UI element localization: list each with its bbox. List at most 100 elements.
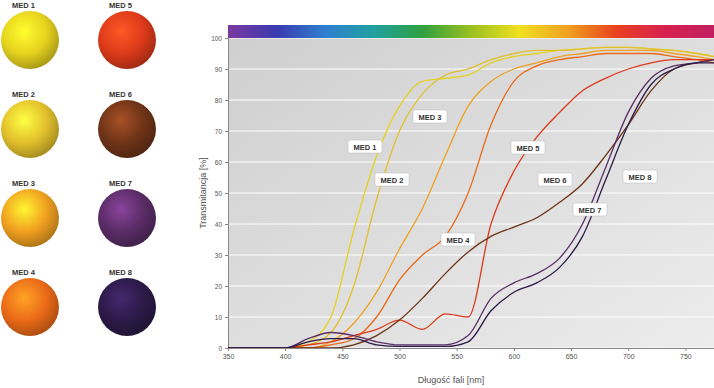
y-tick: 20 <box>215 283 228 290</box>
lines <box>228 47 714 348</box>
x-axis-line <box>229 349 714 352</box>
y-tick-label: 20 <box>215 283 223 290</box>
series-line <box>228 60 714 348</box>
x-tick: 700 <box>623 348 635 360</box>
y-tick-mark <box>225 69 228 70</box>
curve-label: MED 7 <box>573 203 607 216</box>
swatch-circle <box>1 11 59 69</box>
swatch: MED 5 <box>98 1 156 69</box>
swatch: MED 6 <box>98 90 156 158</box>
x-tick-mark <box>514 348 515 351</box>
curve-label: MED 3 <box>413 110 447 123</box>
swatch-label: MED 5 <box>109 1 132 10</box>
x-tick-label: 500 <box>394 353 406 360</box>
x-tick-label: 350 <box>223 353 235 360</box>
curve-label-text: MED 7 <box>579 206 602 215</box>
swatch-circle <box>1 100 59 158</box>
curve-label: MED 4 <box>441 233 475 246</box>
x-tick-label: 650 <box>566 353 578 360</box>
x-axis: 350 400 450 500 550 600 650 700 750 <box>223 348 714 360</box>
x-tick: 600 <box>509 348 521 360</box>
y-tick: 30 <box>215 252 228 259</box>
y-tick: 10 <box>215 314 228 321</box>
grid-line <box>228 193 714 194</box>
x-tick-label: 750 <box>680 353 692 360</box>
swatch: MED 7 <box>98 179 156 247</box>
x-tick: 350 <box>223 348 235 360</box>
swatch: MED 4 <box>1 268 59 336</box>
series-line <box>228 47 714 348</box>
x-tick: 500 <box>394 348 406 360</box>
y-tick: 60 <box>215 159 228 166</box>
y-tick-label: 60 <box>215 159 223 166</box>
curve-label-text: MED 2 <box>381 176 404 185</box>
swatch-circle <box>98 278 156 336</box>
y-tick-mark <box>225 286 228 287</box>
grid-line <box>228 69 714 70</box>
series-line <box>228 60 714 348</box>
x-tick: 750 <box>680 348 692 360</box>
x-tick-mark <box>342 348 343 351</box>
x-tick-label: 400 <box>280 353 292 360</box>
y-tick-mark <box>225 193 228 194</box>
curve-label-box <box>413 110 447 123</box>
swatch-circle <box>1 189 59 247</box>
y-tick: 90 <box>215 66 228 73</box>
curve-label-text: MED 6 <box>544 176 567 185</box>
y-tick-label: 90 <box>215 66 223 73</box>
x-tick-mark <box>400 348 401 351</box>
swatch-label: MED 3 <box>12 179 35 188</box>
curve-label-box <box>441 233 475 246</box>
x-tick-label: 450 <box>337 353 349 360</box>
series-line <box>228 54 714 349</box>
grid-line <box>228 162 714 163</box>
x-tick: 550 <box>451 348 463 360</box>
swatch-label: MED 1 <box>12 1 35 10</box>
plot-background <box>228 38 714 348</box>
curve-label-text: MED 8 <box>629 173 652 182</box>
x-tick-label: 700 <box>623 353 635 360</box>
swatch-circle <box>1 278 59 336</box>
grid-line <box>228 224 714 225</box>
x-tick-mark <box>628 348 629 351</box>
y-axis: 0102030405060708090100 <box>211 35 228 352</box>
y-axis-title: Transmitancja [%] <box>198 157 208 229</box>
y-tick-mark <box>225 131 228 132</box>
swatch-label: MED 8 <box>109 268 132 277</box>
curve-label-text: MED 5 <box>517 144 540 153</box>
x-tick-mark <box>685 348 686 351</box>
y-tick: 80 <box>215 97 228 104</box>
y-tick-mark <box>225 255 228 256</box>
curve-label: MED 1 <box>348 140 382 153</box>
curve-label: MED 6 <box>538 173 572 186</box>
swatch: MED 3 <box>1 179 59 247</box>
x-tick-mark <box>571 348 572 351</box>
y-tick-label: 10 <box>215 314 223 321</box>
swatch-label: MED 4 <box>12 268 36 277</box>
series-line <box>228 63 714 348</box>
series-line <box>228 50 714 348</box>
curve-label: MED 8 <box>623 170 657 183</box>
grid-line <box>228 286 714 287</box>
y-tick-label: 100 <box>211 35 222 42</box>
grid-line <box>228 255 714 256</box>
y-tick-label: 70 <box>215 128 223 135</box>
curve-label: MED 5 <box>511 141 545 154</box>
curve-label-box <box>538 173 572 186</box>
swatch-circle <box>98 11 156 69</box>
series-line <box>228 47 714 348</box>
spectrum-bar <box>228 25 714 38</box>
swatch: MED 8 <box>98 268 156 336</box>
curve-label-box <box>375 173 409 186</box>
grid-line <box>228 131 714 132</box>
y-tick: 100 <box>211 35 228 42</box>
y-tick-label: 50 <box>215 190 223 197</box>
grid-line <box>228 317 714 318</box>
x-tick-mark <box>457 348 458 351</box>
x-tick-mark <box>285 348 286 351</box>
swatch-circle <box>98 100 156 158</box>
curve-label-box <box>348 140 382 153</box>
series-line <box>228 60 714 348</box>
y-tick-label: 0 <box>218 345 222 352</box>
x-tick: 450 <box>337 348 349 360</box>
